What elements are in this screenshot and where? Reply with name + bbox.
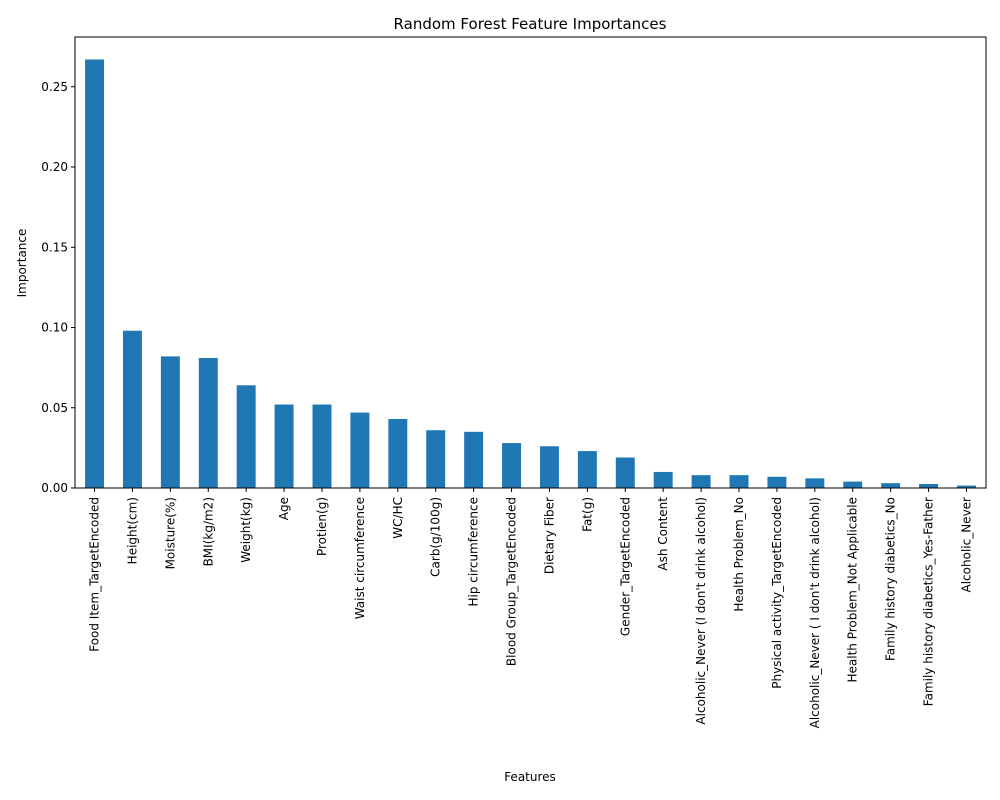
x-tick-label: Physical activity_TargetEncoded	[770, 497, 784, 689]
bar	[502, 443, 522, 488]
x-tick-label: Alcoholic_Never ( I don't drink alcohol)	[808, 497, 822, 728]
bar	[85, 59, 105, 488]
bar	[426, 430, 446, 488]
bar	[767, 476, 787, 488]
bar	[274, 404, 294, 488]
bar	[615, 457, 635, 488]
x-tick-label: Weight(kg)	[239, 497, 253, 563]
y-axis: 0.00 0.05 0.10 0.15 0.20 0.25	[41, 80, 75, 495]
bar	[577, 451, 597, 488]
x-tick-label: Carb(g/100g)	[429, 497, 443, 577]
x-tick-label: Protien(g)	[315, 497, 329, 556]
x-tick-label: Blood Group_TargetEncoded	[505, 497, 519, 666]
y-axis-title: Importance	[15, 229, 29, 298]
x-tick-label: Fat(g)	[580, 497, 594, 532]
y-tick-label: 0.00	[41, 481, 68, 495]
x-axis: Food Item_TargetEncoded Height(cm) Moistur…	[88, 488, 973, 728]
x-tick-label: Health Problem_No	[732, 497, 746, 612]
x-tick-label: Food Item_TargetEncoded	[88, 497, 102, 652]
x-tick-label: WC/HC	[391, 497, 405, 539]
bar	[539, 446, 559, 488]
y-tick-label: 0.20	[41, 160, 68, 174]
x-tick-label: Family history diabetics_No	[884, 497, 898, 661]
bar	[881, 483, 901, 488]
x-tick-label: Gender_TargetEncoded	[618, 497, 632, 636]
bar	[805, 478, 825, 488]
bar	[691, 475, 711, 488]
x-tick-label: Waist circumference	[353, 497, 367, 619]
bar	[312, 404, 332, 488]
y-tick-label: 0.05	[41, 401, 68, 415]
bar	[957, 485, 976, 488]
x-tick-label: Alcoholic_Never	[959, 497, 973, 593]
bar	[160, 356, 180, 488]
bar	[388, 418, 408, 488]
x-tick-label: Family history diabetics_Yes-Father	[922, 497, 936, 706]
x-tick-label: Age	[277, 497, 291, 520]
y-tick-label: 0.25	[41, 80, 68, 94]
bar	[729, 475, 749, 488]
x-tick-label: Alcoholic_Never (I don't drink alcohol)	[694, 497, 708, 725]
bars-group	[85, 59, 976, 488]
bar	[464, 431, 484, 488]
x-tick-label: Hip circumference	[467, 497, 481, 607]
x-tick-label: Dietary Fiber	[542, 497, 556, 574]
bar	[919, 483, 939, 488]
x-tick-label: Health Problem_Not Applicable	[846, 497, 860, 683]
bar	[653, 471, 673, 488]
y-tick-label: 0.15	[41, 240, 68, 254]
bar	[198, 358, 218, 488]
x-tick-label: Moisture(%)	[163, 497, 177, 569]
bar	[843, 481, 863, 488]
bar	[236, 385, 256, 488]
x-tick-label: Height(cm)	[125, 497, 139, 564]
x-tick-label: Ash Content	[656, 497, 670, 571]
x-tick-label: BMI(kg/m2)	[201, 497, 215, 566]
x-axis-title: Features	[504, 770, 556, 784]
chart-title: Random Forest Feature Importances	[394, 15, 667, 33]
plot-frame	[74, 36, 987, 489]
bar	[350, 412, 370, 488]
bar	[122, 330, 142, 488]
y-tick-label: 0.10	[41, 321, 68, 335]
